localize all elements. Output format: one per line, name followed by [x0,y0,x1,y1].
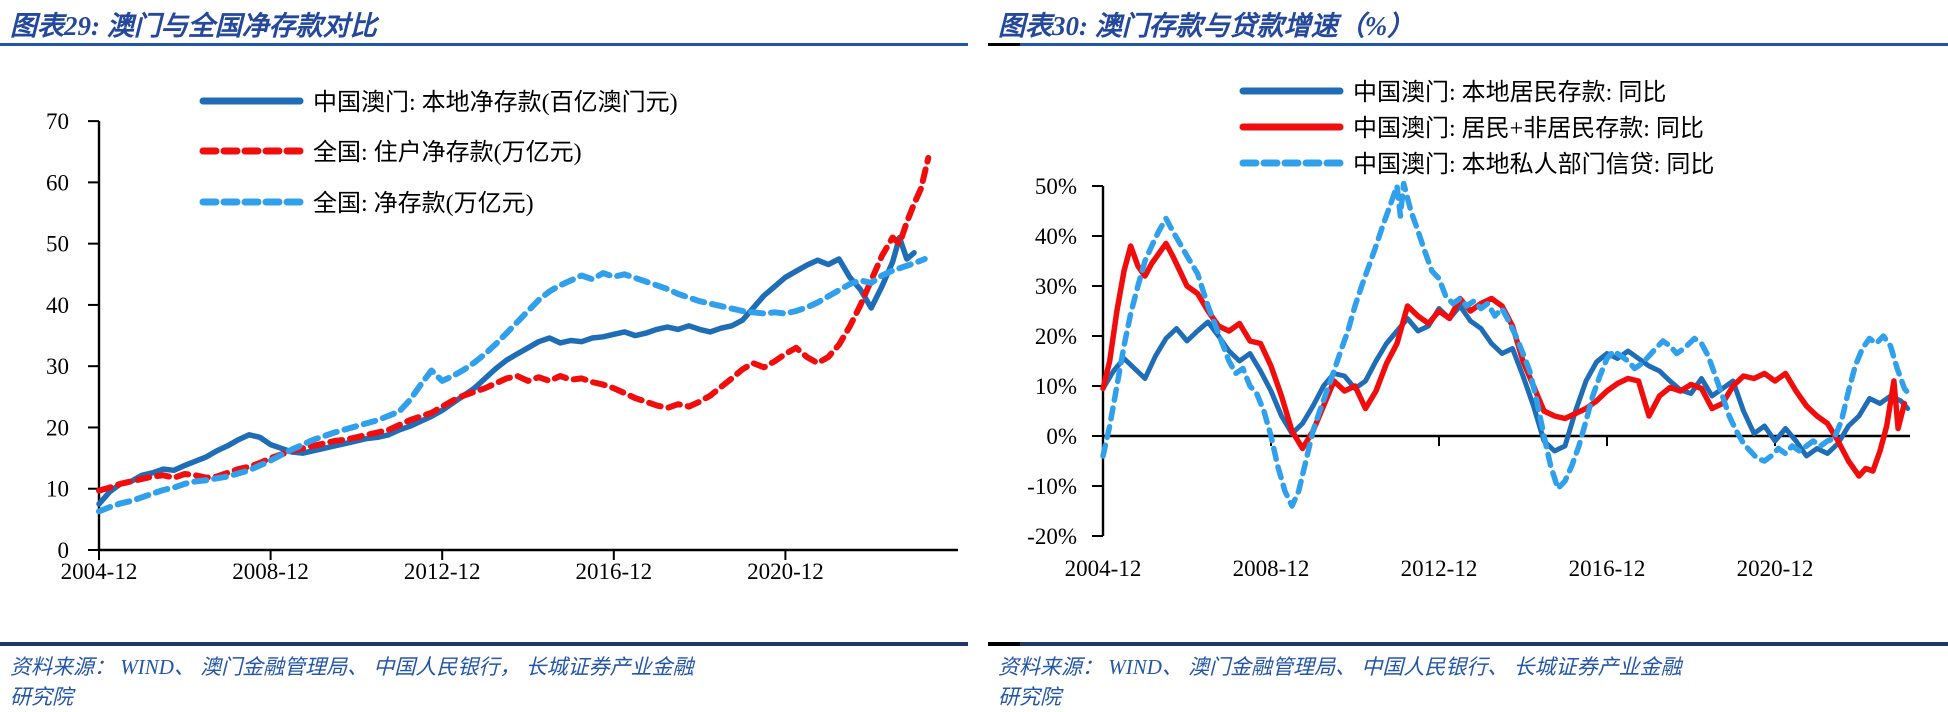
y-tick-label: 0 [58,538,70,563]
source-line-2: 研究院 [998,685,1061,709]
series-line-0 [96,234,917,507]
y-tick-label: 40 [46,293,69,318]
legend-label-2: 中国澳门: 本地私人部门信贷: 同比 [1353,151,1714,178]
figure-29-title-rule [0,43,968,46]
figure-29-source-note: 资料来源： WIND、 澳门金融管理局、 中国人民银行， 长城证券产业金融 研究… [0,646,968,712]
figure-29-panel: 图表29: 澳门与全国净存款对比 0 10 20 30 40 50 60 70 2004-12 2… [0,0,968,712]
axes: 0 10 20 30 40 50 60 70 2004-12 2008-12 2012-12 2016… [46,109,958,584]
legend-label-0: 中国澳门: 本地居民存款: 同比 [1353,79,1666,106]
series-line-1 [96,154,932,494]
source-line-2: 研究院 [10,685,73,709]
y-tick-label: 50 [46,232,69,257]
figure-30-source-note: 资料来源： WIND、 澳门金融管理局、 中国人民银行、 长城证券产业金融 研究… [988,646,1948,712]
y-tick-label: 60 [46,170,69,195]
x-tick-label: 2016-12 [1569,556,1646,581]
x-tick-label: 2012-12 [404,559,481,584]
y-tick-label: 30 [46,354,69,379]
x-tick-label: 2012-12 [1401,556,1478,581]
x-tick-label: 2004-12 [61,559,138,584]
y-tick-label: 50% [1035,174,1077,199]
source-line-1: 资料来源： WIND、 澳门金融管理局、 中国人民银行， 长城证券产业金融 [10,655,694,679]
legend-label-1: 中国澳门: 居民+非居民存款: 同比 [1353,115,1704,142]
y-tick-label: 20 [46,415,69,440]
x-tick-label: 2020-12 [1737,556,1814,581]
figure-29-source-rule [0,642,968,646]
y-tick-label: 40% [1035,224,1077,249]
y-tick-label: 10 [46,477,69,502]
y-tick-label: 30% [1035,274,1077,299]
x-tick-label: 2016-12 [575,559,652,584]
figure-30-title-rule [988,43,1948,46]
figure-29-title: 图表29: 澳门与全国净存款对比 [10,11,377,41]
x-tick-label: 2008-12 [232,559,309,584]
deposit-loan-growth-line-chart: -20% -10% 0% 10% 20% 30% 40% 50% 2004-12 2008-12 2… [1027,79,1912,581]
figure-30-panel: 图表30: 澳门存款与贷款增速（%） -20% -10% 0% 10% 20% 30% 40… [988,0,1948,712]
series-line-2 [96,256,928,515]
legend-label-0: 中国澳门: 本地净存款(百亿澳门元) [313,89,678,116]
x-tick-label: 2004-12 [1065,556,1142,581]
series-line-2 [1100,180,1912,509]
series-line-1 [1100,240,1908,479]
source-line-1: 资料来源： WIND、 澳门金融管理局、 中国人民银行、 长城证券产业金融 [998,655,1682,679]
y-tick-label: -10% [1027,474,1077,499]
y-tick-label: 0% [1046,424,1077,449]
legend-label-2: 全国: 净存款(万亿元) [313,190,534,217]
net-deposits-line-chart: 0 10 20 30 40 50 60 70 2004-12 2008-12 2012-12 2016… [46,89,958,584]
series-line-0 [1100,303,1911,459]
figure-30-title: 图表30: 澳门存款与贷款增速（%） [998,11,1415,41]
y-tick-label: 10% [1035,374,1077,399]
x-tick-label: 2008-12 [1233,556,1310,581]
y-tick-label: 20% [1035,324,1077,349]
legend-label-1: 全国: 住户净存款(万亿元) [313,139,582,166]
axes: -20% -10% 0% 10% 20% 30% 40% 50% 2004-12 2008-12 2… [1027,174,1910,581]
x-tick-label: 2020-12 [747,559,824,584]
y-tick-label: -20% [1027,524,1077,549]
figure-30-source-rule [988,642,1948,646]
y-tick-label: 70 [46,109,69,134]
